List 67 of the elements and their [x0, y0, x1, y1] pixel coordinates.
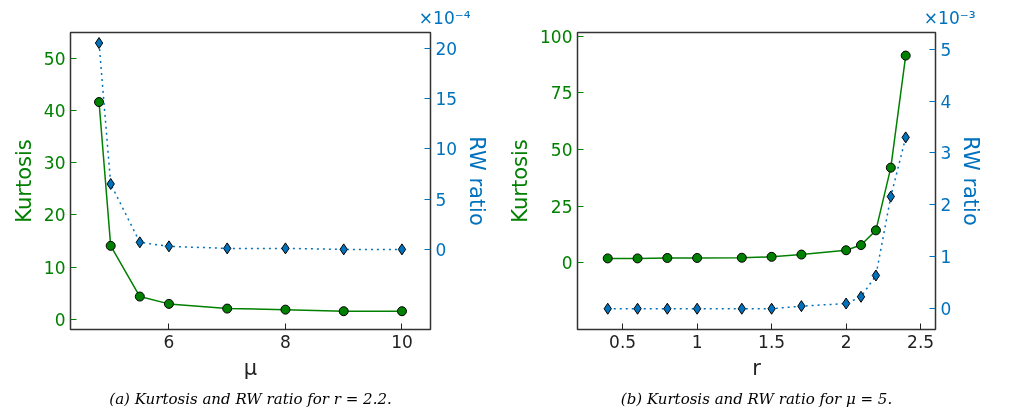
point [841, 297, 851, 310]
point [692, 302, 702, 315]
point [94, 37, 104, 50]
point [796, 249, 807, 260]
point [134, 291, 145, 302]
y-tick-label: 10 [43, 257, 66, 278]
point [396, 306, 407, 317]
point [900, 50, 911, 61]
y-tick-label: 75 [550, 83, 573, 104]
y2-tick-label: 0 [435, 239, 447, 260]
y2-tick-label: 0 [940, 299, 952, 320]
y-tick-label: 0 [561, 253, 573, 274]
x-tick-label: 1.5 [758, 331, 786, 352]
y2-tick-label: 10 [435, 139, 458, 160]
y2-axis-title: RW ratio [959, 136, 984, 226]
x-tick-label: 6 [163, 331, 175, 352]
point [885, 162, 896, 173]
y-tick-label: 25 [550, 196, 573, 217]
text: (a) Kurtosis and RW ratio for r = 2.2. [109, 389, 392, 408]
point [856, 240, 867, 251]
y-axis-title: Kurtosis [11, 139, 36, 223]
point [841, 245, 852, 256]
y-axis-title: Kurtosis [508, 139, 533, 223]
text: ×10⁻⁴ [418, 7, 471, 28]
point [856, 290, 866, 303]
y2-tick-label: 2 [940, 195, 952, 216]
point [736, 252, 747, 263]
x-axis-title: r [752, 355, 762, 380]
point [692, 252, 703, 263]
y-tick-label: 50 [43, 48, 66, 69]
point [662, 252, 673, 263]
point [870, 225, 881, 236]
y2-tick-label: 5 [940, 39, 952, 60]
y-tick-label: 50 [550, 140, 573, 161]
point [280, 304, 291, 315]
point [871, 269, 881, 282]
y2-tick-label: 20 [435, 38, 458, 59]
text: ×10⁻³ [923, 7, 976, 28]
y-tick-label: 30 [43, 153, 66, 174]
y2-tick-label: 1 [940, 247, 952, 268]
x-tick-label: 10 [391, 331, 413, 352]
point [164, 240, 174, 253]
point [222, 303, 233, 314]
y-tick-label: 40 [43, 100, 66, 121]
y2-tick-label: 4 [940, 91, 952, 112]
y-tick-label: 0 [54, 310, 66, 331]
y-tick-label: 100 [540, 26, 573, 47]
point [94, 97, 105, 108]
y2-axis-title: RW ratio [465, 136, 490, 226]
x-tick-label: 0.5 [609, 331, 637, 352]
y2-tick-label: 5 [435, 189, 447, 210]
point [105, 240, 116, 251]
point [163, 298, 174, 309]
y-tick-label: 20 [43, 205, 66, 226]
point [632, 253, 643, 264]
y2-tick-label: 15 [435, 88, 458, 109]
point [397, 243, 407, 256]
text: (b) Kurtosis and RW ratio for μ = 5. [620, 389, 893, 408]
point [766, 251, 777, 262]
x-tick-label: 2.5 [907, 331, 935, 352]
x-tick-label: 1 [691, 331, 703, 352]
y2-tick-label: 3 [940, 143, 952, 164]
x-tick-label: 8 [280, 331, 291, 352]
x-tick-label: 2 [840, 331, 852, 352]
point [602, 253, 613, 264]
point [338, 306, 349, 317]
x-axis-title: μ [243, 355, 258, 380]
